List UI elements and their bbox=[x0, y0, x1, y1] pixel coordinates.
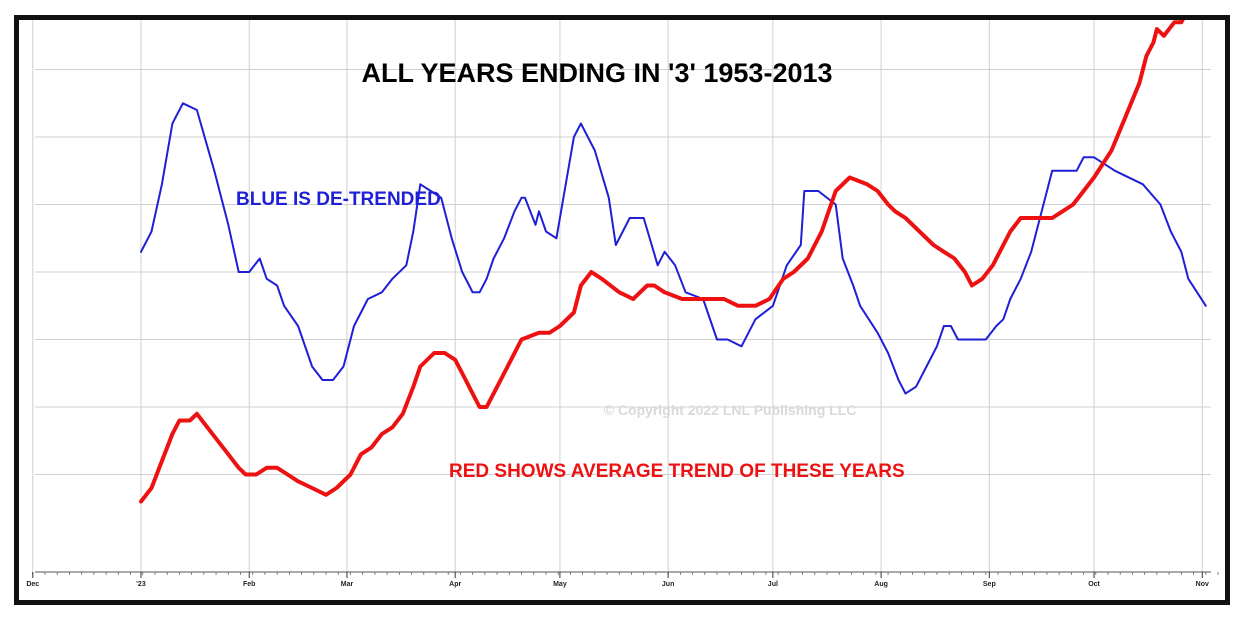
x-tick-label: Jun bbox=[662, 581, 674, 588]
grid bbox=[32, 20, 1211, 572]
x-tick-label: Mar bbox=[341, 581, 354, 588]
x-axis: Dec '23 Feb Mar Apr May Jun Jul Aug Sep Oct Nov bbox=[26, 571, 1219, 588]
chart-canvas: Dec '23 Feb Mar Apr May Jun Jul Aug Sep Oct Nov © C… bbox=[26, 20, 1219, 588]
x-tick-label: May bbox=[553, 581, 567, 588]
x-tick-label: Dec bbox=[26, 581, 39, 588]
x-tick-label: Aug bbox=[874, 581, 888, 588]
blue-detrended-series-line bbox=[140, 102, 1207, 395]
x-tick-label: Feb bbox=[243, 581, 255, 588]
x-tick-label: Apr bbox=[449, 581, 461, 588]
red-series-annotation: RED SHOWS AVERAGE TREND OF THESE YEARS bbox=[449, 461, 905, 482]
copyright-watermark: © Copyright 2022 LNL Publishing LLC bbox=[604, 402, 857, 418]
x-tick-label: Nov bbox=[1196, 581, 1209, 588]
red-average-trend-series-line bbox=[139, 20, 1185, 504]
chart-frame: Dec '23 Feb Mar Apr May Jun Jul Aug Sep Oct Nov © C… bbox=[14, 15, 1230, 605]
blue-series-annotation: BLUE IS DE-TRENDED bbox=[236, 189, 441, 210]
series-lines bbox=[139, 20, 1207, 504]
x-tick-label: '23 bbox=[136, 581, 146, 588]
x-tick-label: Jul bbox=[768, 581, 778, 588]
x-tick-label: Sep bbox=[983, 581, 996, 588]
chart-title: ALL YEARS ENDING IN '3' 1953-2013 bbox=[361, 58, 832, 88]
x-tick-label: Oct bbox=[1088, 581, 1100, 588]
